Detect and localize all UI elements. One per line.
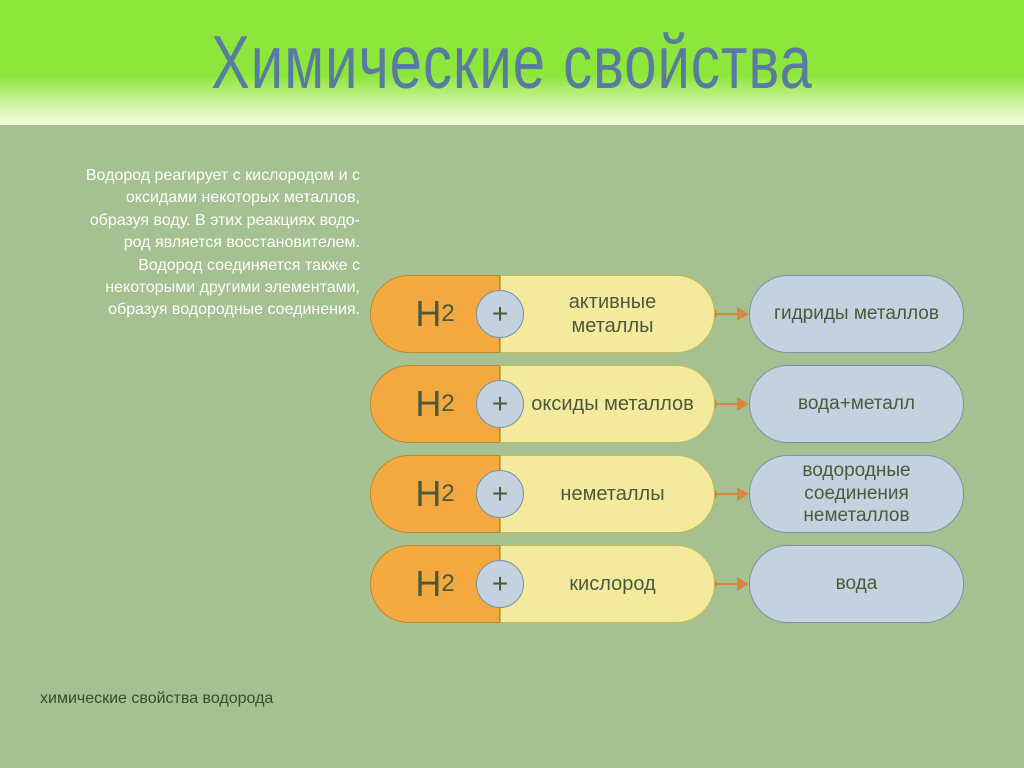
result-pill: вода+металл bbox=[749, 365, 964, 443]
reaction-row: H2+кислородвода bbox=[370, 545, 964, 623]
result-pill: вода bbox=[749, 545, 964, 623]
arrow-connector-icon bbox=[711, 493, 747, 495]
reactant-middle-pill: неметаллы bbox=[500, 455, 715, 533]
diagram-caption: химические свойства водорода bbox=[40, 690, 273, 708]
plus-icon: + bbox=[476, 290, 524, 338]
reaction-diagram: H2+активные металлыгидриды металловH2+ок… bbox=[370, 275, 964, 635]
reaction-row: H2+оксиды металловвода+металл bbox=[370, 365, 964, 443]
plus-icon: + bbox=[476, 470, 524, 518]
content-area: Водород реагирует с кислородом и с оксид… bbox=[0, 125, 1024, 768]
header-banner: Химические свойства bbox=[0, 0, 1024, 125]
reaction-row: H2+неметаллыводородные соединения немета… bbox=[370, 455, 964, 533]
plus-icon: + bbox=[476, 380, 524, 428]
arrow-connector-icon bbox=[711, 583, 747, 585]
result-pill: гидриды металлов bbox=[749, 275, 964, 353]
plus-icon: + bbox=[476, 560, 524, 608]
reactant-middle-pill: активные металлы bbox=[500, 275, 715, 353]
reaction-row: H2+активные металлыгидриды металлов bbox=[370, 275, 964, 353]
reactant-middle-pill: кислород bbox=[500, 545, 715, 623]
page-title: Химические свойства bbox=[211, 19, 813, 106]
arrow-connector-icon bbox=[711, 403, 747, 405]
reactant-middle-pill: оксиды металлов bbox=[500, 365, 715, 443]
result-pill: водородные соединения неметаллов bbox=[749, 455, 964, 533]
arrow-connector-icon bbox=[711, 313, 747, 315]
description-text: Водород реагирует с кислородом и с оксид… bbox=[70, 165, 360, 322]
